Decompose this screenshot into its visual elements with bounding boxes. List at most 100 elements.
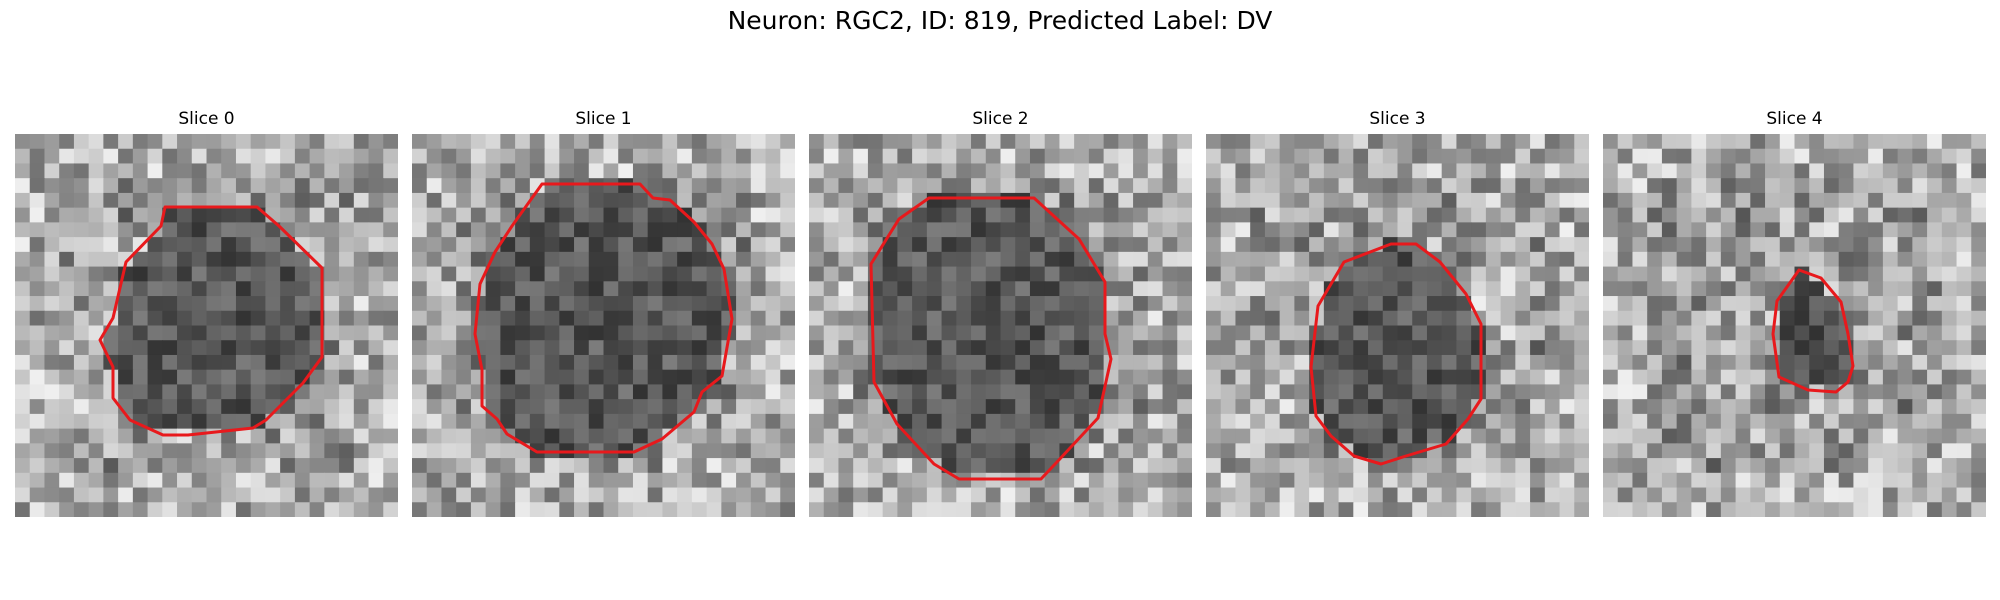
pixel-cell <box>15 428 31 444</box>
pixel-cell <box>206 384 222 400</box>
pixel-cell <box>1029 413 1046 430</box>
pixel-cell <box>147 502 163 517</box>
pixel-cell <box>1029 281 1046 297</box>
pixel-cell <box>1000 237 1016 253</box>
pixel-cell <box>1412 413 1428 430</box>
pixel-cell <box>1661 266 1678 282</box>
pixel-cell <box>956 163 972 179</box>
pixel-cell <box>1074 413 1090 430</box>
pixel-cell <box>1206 251 1222 268</box>
pixel-cell <box>1412 178 1428 194</box>
pixel-cell <box>1603 399 1619 415</box>
pixel-cell <box>529 413 546 430</box>
pixel-cell <box>912 296 928 312</box>
pixel-cell <box>1074 354 1090 371</box>
pixel-cell <box>59 148 75 165</box>
pixel-cell <box>177 281 193 297</box>
pixel-cell <box>647 178 664 194</box>
pixel-cell <box>1500 502 1516 517</box>
pixel-cell <box>1617 222 1634 238</box>
pixel-cell <box>177 163 193 179</box>
pixel-cell <box>971 325 987 341</box>
pixel-cell <box>1794 281 1810 297</box>
pixel-cell <box>971 237 987 253</box>
pixel-cell <box>1177 325 1192 341</box>
pixel-cell <box>426 428 443 444</box>
pixel-cell <box>544 178 560 194</box>
pixel-cell <box>456 487 472 503</box>
pixel-cell <box>559 340 575 356</box>
pixel-cell <box>1074 163 1090 179</box>
pixel-cell <box>1220 354 1237 371</box>
pixel-cell <box>971 192 987 209</box>
pixel-cell <box>339 354 355 371</box>
pixel-cell <box>191 251 208 268</box>
pixel-cell <box>1838 222 1855 238</box>
pixel-cell <box>383 222 398 238</box>
pixel-cell <box>1500 163 1516 179</box>
pixel-cell <box>1177 163 1192 179</box>
pixel-cell <box>941 310 957 327</box>
pixel-cell <box>1971 178 1986 194</box>
pixel-cell <box>529 384 546 400</box>
pixel-cell <box>383 472 398 489</box>
pixel-cell <box>383 296 398 312</box>
pixel-cell <box>912 266 928 282</box>
pixel-cell <box>1897 399 1913 415</box>
pixel-cell <box>632 354 649 371</box>
pixel-cell <box>1118 251 1134 268</box>
pixel-cell <box>73 207 90 223</box>
pixel-cell <box>1309 458 1325 474</box>
pixel-cell <box>250 237 267 253</box>
pixel-cell <box>1559 487 1575 503</box>
pixel-cell <box>1000 443 1016 459</box>
pixel-cell <box>912 178 928 194</box>
pixel-cell <box>250 148 267 165</box>
pixel-cell <box>574 148 590 165</box>
pixel-cell <box>162 325 178 341</box>
pixel-cell <box>1544 281 1561 297</box>
pixel-cell <box>632 281 649 297</box>
pixel-cell <box>559 178 575 194</box>
pixel-cell <box>1103 310 1119 327</box>
pixel-cell <box>456 325 472 341</box>
pixel-cell <box>1044 192 1061 209</box>
pixel-cell <box>426 296 443 312</box>
pixel-cell <box>1927 163 1943 179</box>
pixel-cell <box>339 192 355 209</box>
pixel-cell <box>485 340 501 356</box>
pixel-cell <box>1162 472 1178 489</box>
pixel-cell <box>1706 384 1722 400</box>
pixel-cell <box>618 399 634 415</box>
pixel-cell <box>677 340 693 356</box>
pixel-cell <box>1441 413 1458 430</box>
pixel-cell <box>853 148 869 165</box>
pixel-cell <box>853 178 869 194</box>
pixel-cell <box>971 148 987 165</box>
pixel-cell <box>15 222 31 238</box>
pixel-cell <box>118 340 134 356</box>
pixel-cell <box>1691 472 1707 489</box>
pixel-cell <box>1720 163 1737 179</box>
pixel-cell <box>515 266 531 282</box>
pixel-cell <box>1279 325 1295 341</box>
pixel-cell <box>1779 428 1796 444</box>
pixel-cell <box>1574 458 1589 474</box>
pixel-cell <box>412 207 428 223</box>
pixel-cell <box>618 458 634 474</box>
pixel-cell <box>780 472 795 489</box>
pixel-cell <box>1809 207 1825 223</box>
pixel-cell <box>235 207 252 223</box>
pixel-cell <box>324 413 340 430</box>
pixel-cell <box>1574 251 1589 268</box>
pixel-cell <box>1177 399 1192 415</box>
pixel-cell <box>1574 178 1589 194</box>
pixel-cell <box>1103 296 1119 312</box>
pixel-cell <box>721 487 737 503</box>
pixel-cell <box>1264 237 1281 253</box>
pixel-cell <box>1279 148 1295 165</box>
pixel-cell <box>1162 148 1178 165</box>
pixel-cell <box>603 325 619 341</box>
pixel-cell <box>1162 369 1178 386</box>
pixel-cell <box>1471 296 1487 312</box>
